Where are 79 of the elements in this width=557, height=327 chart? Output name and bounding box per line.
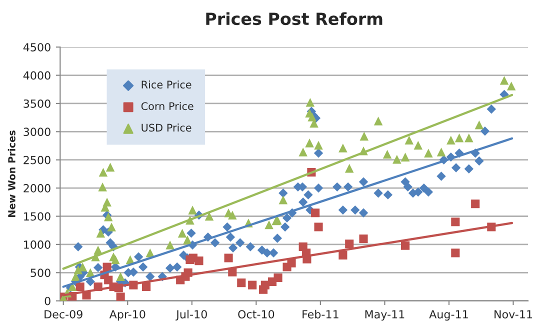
point [464,133,474,142]
point [264,220,274,230]
point [224,254,233,262]
point [98,168,108,177]
point [274,273,282,282]
point [400,152,410,162]
point [382,150,392,159]
point [392,154,402,164]
point [306,98,315,107]
point [228,210,237,220]
point [359,234,368,244]
point [404,136,414,145]
point [314,140,323,150]
point [424,148,433,158]
point [401,241,410,250]
y-tick-label: 500 [30,268,50,278]
point [248,280,257,290]
legend-label: Rice Price [142,80,192,89]
point [142,282,151,292]
y-tick-label: 3500 [24,99,50,108]
point [116,272,125,281]
x-tick-label: Apr-10 [109,310,146,321]
point [278,196,288,204]
y-tick-label: 1500 [24,212,50,221]
point [506,82,516,90]
y-axis-title: New Won Prices [8,130,16,217]
point [471,200,480,208]
y-tick-label: 4000 [23,71,50,80]
point [98,182,107,192]
y-tick-label: 1000 [24,240,50,249]
point [344,164,354,173]
x-tick-label: Jul-10 [176,310,207,321]
point [111,255,120,264]
point [451,248,460,258]
x-tick-label: Feb-11 [302,310,338,318]
point [451,218,460,226]
point [194,256,204,266]
x-tick-label: May-11 [365,310,404,321]
y-tick-label: 3000 [24,128,50,136]
point [305,138,314,148]
x-tick-label: Oct-10 [238,310,274,318]
y-tick-label: 4500 [23,43,50,52]
point [102,262,112,272]
point [107,222,116,232]
point [311,208,320,218]
point [76,282,84,292]
point [237,278,246,288]
point [454,133,464,142]
point [474,120,484,130]
point [436,148,446,156]
x-tick-label: Nov-11 [494,310,532,318]
point [102,198,112,207]
point [345,240,354,248]
point [314,222,323,232]
point [374,116,383,126]
point [446,136,456,145]
point [166,240,174,250]
x-tick-label: Dec-09 [44,310,82,318]
legend-label: Corn Price [141,102,194,110]
y-tick-label: 0 [44,296,50,306]
point [298,148,308,156]
point [188,206,197,214]
point [338,250,348,260]
point [106,162,115,172]
point [96,228,106,238]
chart-title: Prices Post Reform [206,12,382,26]
point [338,144,348,152]
legend-label: USD Price [142,124,192,132]
point [414,140,423,150]
x-tick-label: Aug-11 [429,310,468,321]
point [178,228,187,238]
point [183,236,192,244]
point [287,258,296,268]
y-tick-label: 2000 [24,184,50,192]
point [500,76,509,85]
point [116,292,125,301]
point [104,276,113,284]
point [360,132,369,141]
y-tick-label: 2500 [24,156,50,164]
